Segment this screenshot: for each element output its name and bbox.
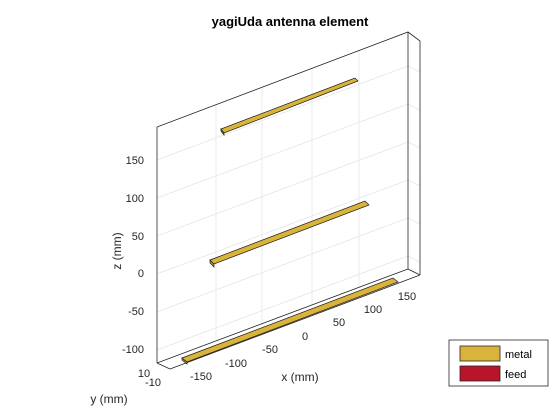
x-tick-label: 50 xyxy=(333,317,345,329)
grid-line-side xyxy=(407,103,421,111)
z-tick-label: -50 xyxy=(128,306,144,318)
antenna-element-director xyxy=(181,277,399,365)
chart-title: yagiUda antenna element xyxy=(212,14,369,29)
grid-lines xyxy=(156,50,421,351)
tick-labels: -100 -50 0 50 100 150 -150 -100 -50 0 50 100 150 -101… xyxy=(122,155,416,389)
grid-line-horizontal xyxy=(156,255,409,351)
x-axis-label: x (mm) xyxy=(281,370,318,384)
grid-line-side xyxy=(407,217,421,225)
legend: metal feed xyxy=(448,339,549,387)
grid-line-side xyxy=(407,141,421,149)
y-axis-label: y (mm) xyxy=(90,392,127,406)
y-tick-label: -10 xyxy=(145,377,161,389)
axes-box xyxy=(156,31,421,370)
grid-line-side xyxy=(407,179,421,187)
element-top-face xyxy=(209,200,370,265)
grid-line-horizontal xyxy=(156,65,409,161)
x-tick-label: -150 xyxy=(190,371,212,383)
z-tick-label: 150 xyxy=(126,155,144,167)
legend-swatch-feed xyxy=(459,365,501,382)
z-tick-label: 50 xyxy=(132,231,144,243)
legend-label-metal: metal xyxy=(505,349,532,361)
grid-line-horizontal xyxy=(156,103,409,199)
back-wall xyxy=(157,32,420,363)
x-tick-label: -50 xyxy=(262,344,278,356)
z-tick-label: 100 xyxy=(126,193,144,205)
y-tick-label: 10 xyxy=(138,368,150,380)
element-top-face xyxy=(181,277,399,363)
grid-line-side xyxy=(407,65,421,73)
z-axis-label: z (mm) xyxy=(110,232,124,269)
z-tick-label: 0 xyxy=(138,268,144,280)
antenna-element-driven xyxy=(209,200,370,268)
legend-label-feed: feed xyxy=(505,369,526,381)
x-tick-label: -100 xyxy=(225,358,247,370)
grid-line-horizontal xyxy=(156,141,409,237)
grid-line-side xyxy=(407,255,421,263)
antenna-element-reflector xyxy=(220,77,359,137)
grid-line-horizontal xyxy=(156,179,409,275)
x-tick-label: 0 xyxy=(302,331,308,343)
x-tick-label: 150 xyxy=(398,291,416,303)
z-tick-label: -100 xyxy=(122,344,144,356)
legend-swatch-metal xyxy=(459,345,501,362)
x-tick-label: 100 xyxy=(364,304,382,316)
element-top-face xyxy=(220,77,359,134)
grid-line-horizontal xyxy=(156,217,409,313)
antenna-elements xyxy=(181,77,399,365)
